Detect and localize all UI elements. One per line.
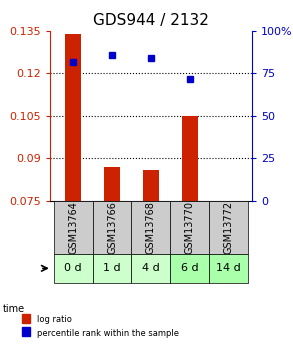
Text: 1 d: 1 d — [103, 263, 121, 273]
Text: GSM13772: GSM13772 — [224, 201, 234, 254]
FancyBboxPatch shape — [132, 254, 170, 283]
Bar — [221, 201, 236, 345]
Text: 0 d: 0 d — [64, 263, 82, 273]
Legend: log ratio, percentile rank within the sample: log ratio, percentile rank within the sa… — [19, 312, 183, 341]
FancyBboxPatch shape — [170, 254, 209, 283]
Bar — [143, 170, 159, 345]
Text: GSM13766: GSM13766 — [107, 201, 117, 254]
FancyBboxPatch shape — [93, 254, 132, 283]
FancyBboxPatch shape — [54, 201, 93, 254]
FancyBboxPatch shape — [209, 201, 248, 254]
Text: 6 d: 6 d — [181, 263, 199, 273]
Text: 4 d: 4 d — [142, 263, 160, 273]
Text: 14 d: 14 d — [216, 263, 241, 273]
Text: GSM13768: GSM13768 — [146, 201, 156, 254]
Text: time: time — [3, 304, 25, 314]
Text: GSM13764: GSM13764 — [68, 201, 78, 254]
FancyBboxPatch shape — [93, 201, 132, 254]
FancyBboxPatch shape — [170, 201, 209, 254]
Text: GSM13770: GSM13770 — [185, 201, 195, 254]
Bar — [65, 34, 81, 345]
FancyBboxPatch shape — [132, 201, 170, 254]
Bar — [182, 116, 197, 345]
Bar — [104, 167, 120, 345]
Title: GDS944 / 2132: GDS944 / 2132 — [93, 13, 209, 29]
FancyBboxPatch shape — [54, 254, 93, 283]
FancyBboxPatch shape — [209, 254, 248, 283]
